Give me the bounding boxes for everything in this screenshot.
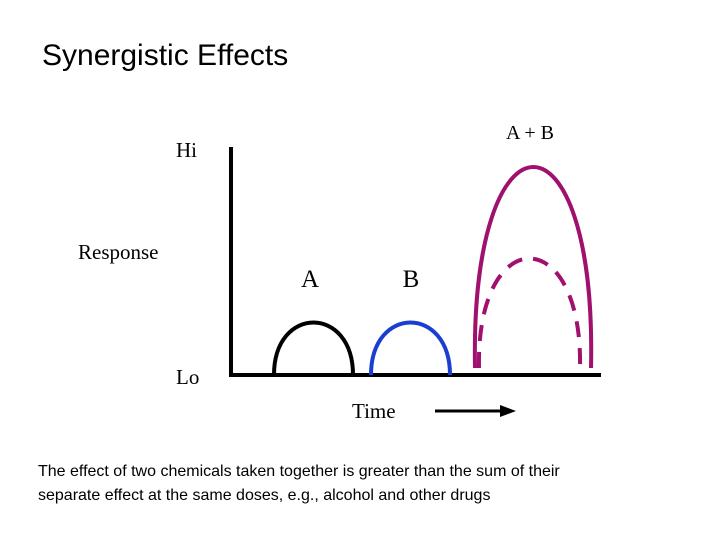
slide-title: Synergistic Effects	[42, 39, 288, 72]
caption-line: The effect of two chemicals taken togeth…	[38, 463, 560, 480]
curve-label: A	[301, 266, 319, 293]
x-axis-label: Time	[352, 399, 396, 423]
y-axis-label: Response	[78, 240, 159, 264]
caption-line: separate effect at the same doses, e.g.,…	[38, 487, 490, 504]
curve-label: B	[403, 266, 420, 293]
time-arrow-head	[500, 405, 516, 417]
curve-label: A + B	[506, 122, 554, 144]
curve-a-plus-b	[472, 165, 594, 369]
y-low-label: Lo	[176, 365, 199, 389]
y-high-label: Hi	[176, 138, 197, 162]
curve-b	[369, 320, 452, 376]
curve-a	[272, 320, 355, 376]
